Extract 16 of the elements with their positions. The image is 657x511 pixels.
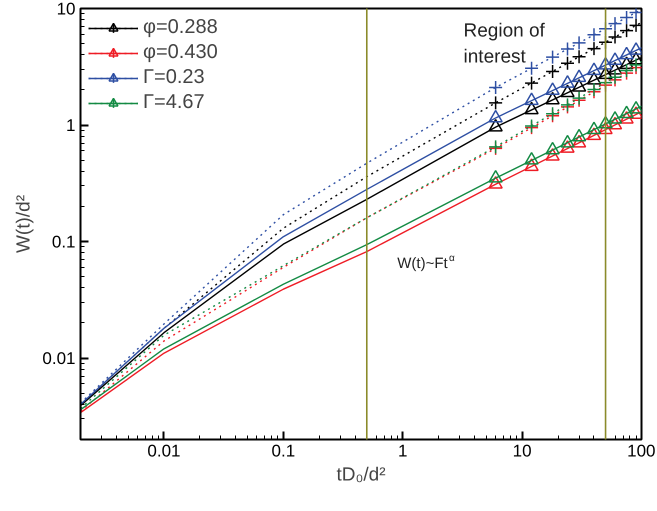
legend-label: φ=0.288: [143, 16, 218, 39]
y-axis-title: W(t)/d²: [13, 194, 34, 254]
x-tick-label: 0.01: [147, 442, 180, 460]
y-tick-label: 0.1: [52, 232, 76, 252]
legend-label: Γ=4.67: [143, 91, 205, 114]
x-tick-label: 100: [627, 442, 656, 460]
y-tick-label: 1: [66, 116, 76, 136]
x-tick-label: 1: [398, 442, 408, 460]
legend-label: Γ=0.23: [143, 66, 205, 89]
x-tick-label: 0.1: [272, 442, 296, 460]
y-tick-label: 10: [56, 0, 76, 18]
annotation: Region of interest: [464, 20, 546, 68]
legend-label: φ=0.430: [143, 41, 218, 64]
x-axis-title: tD₀/d²: [336, 464, 386, 486]
y-tick-label: 0.01: [42, 349, 76, 368]
x-tick-label: 10: [512, 442, 532, 460]
